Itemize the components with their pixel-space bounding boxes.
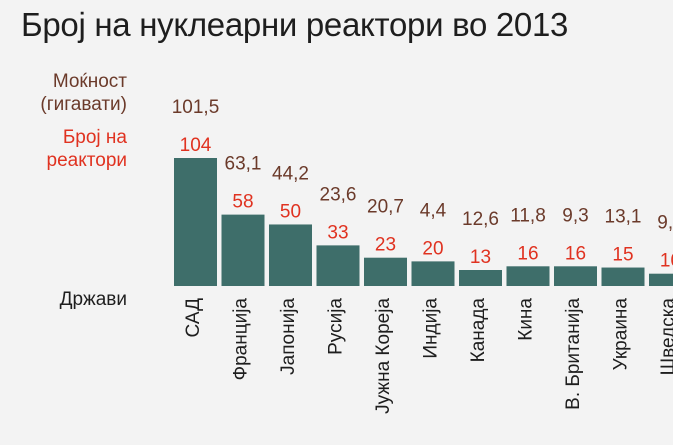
power-label-4: 20,7	[367, 197, 404, 218]
bar-1	[221, 214, 265, 286]
bar-3	[316, 245, 360, 286]
count-label-3: 33	[327, 222, 348, 243]
bar-2	[269, 224, 312, 286]
bar-4	[364, 257, 407, 286]
x-tick-label-4: Јужна Кореја	[373, 298, 394, 414]
power-label-5: 4,4	[420, 200, 447, 221]
x-tick-label-5: Индија	[421, 298, 442, 359]
x-tick-label-7: Кина	[516, 298, 537, 341]
x-tick-label-9: Украина	[611, 298, 632, 371]
count-label-10: 10	[660, 251, 673, 272]
count-label-5: 20	[422, 238, 443, 259]
bar-8	[554, 266, 597, 286]
bar-5	[411, 261, 455, 286]
x-axis-label: Држави	[59, 289, 127, 310]
power-label-3: 23,6	[320, 184, 357, 205]
count-label-8: 16	[565, 243, 586, 264]
count-label-0: 104	[180, 135, 212, 156]
x-tick-label-10: Шведска	[658, 298, 673, 376]
count-legend-label: Број на реактори	[46, 127, 127, 171]
power-label-1: 63,1	[225, 154, 262, 175]
chart-title: Број на нуклеарни реактори во 2013	[21, 6, 569, 43]
count-label-9: 15	[612, 245, 633, 266]
count-label-2: 50	[280, 201, 301, 222]
power-legend-label: Моќност (гигавати)	[40, 71, 127, 115]
power-label-8: 9,3	[562, 205, 588, 226]
power-label-0: 101,5	[172, 97, 220, 118]
bar-7	[506, 266, 550, 286]
x-tick-label-1: Франција	[231, 298, 252, 381]
bar-0	[174, 158, 217, 286]
power-label-9: 13,1	[605, 207, 642, 228]
x-tick-label-2: Јапонија	[278, 298, 299, 375]
x-tick-label-0: САД	[183, 298, 204, 338]
power-label-2: 44,2	[272, 163, 309, 184]
x-tick-label-6: Канада	[468, 298, 489, 363]
power-label-7: 11,8	[510, 205, 546, 226]
bar-6	[459, 270, 502, 286]
count-label-1: 58	[232, 192, 253, 213]
power-label-6: 12,6	[462, 209, 499, 230]
bar-10	[649, 273, 673, 286]
power-label-10: 9,3	[657, 213, 673, 234]
bar-9	[601, 267, 645, 286]
count-label-6: 13	[470, 247, 491, 268]
x-tick-label-8: В. Британија	[563, 298, 584, 410]
count-label-7: 16	[517, 243, 538, 264]
count-label-4: 23	[375, 235, 396, 256]
x-tick-label-3: Русија	[326, 298, 347, 355]
